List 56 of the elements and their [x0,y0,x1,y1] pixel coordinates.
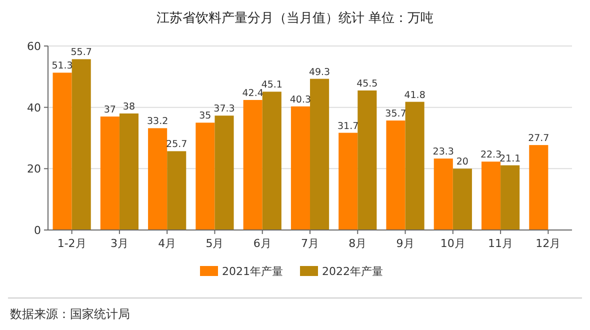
data-label: 20 [456,156,468,168]
y-tick-label: 0 [34,224,41,237]
bar [72,59,91,230]
x-tick-label: 6月 [253,237,272,250]
data-label: 51.3 [52,60,73,72]
y-tick-label: 60 [27,40,41,53]
chart-title: 江苏省饮料产量分月（当月值）统计 单位：万吨 [156,11,434,26]
data-label: 49.3 [308,66,330,78]
data-label: 37.3 [214,104,235,115]
x-tick-label: 3月 [110,237,128,250]
bar [148,128,168,230]
x-tick-label: 11月 [488,237,514,250]
data-label: 35 [199,110,212,122]
legend-label: 2022年产量 [322,265,383,278]
bar [338,132,358,230]
x-tick-label: 10月 [440,237,466,250]
x-tick-label: 1-2月 [57,237,86,250]
bar [119,113,139,230]
bar [196,122,215,230]
x-tick-label: 9月 [396,237,414,250]
data-label: 45.1 [261,80,282,91]
data-label: 23.3 [432,146,454,158]
legend-label: 2021年产量 [222,265,283,278]
bar [243,100,262,230]
data-label: 38 [122,101,136,112]
data-label: 45.5 [356,78,378,90]
bar [452,168,472,230]
bar [290,106,310,230]
source-note: 数据来源：国家统计局 [10,307,130,321]
data-label: 21.1 [499,153,521,164]
bar [358,90,377,230]
data-label: 27.7 [528,133,550,144]
bar [52,72,72,230]
x-tick-label: 4月 [158,237,176,250]
y-tick-label: 20 [27,162,41,176]
data-label: 37 [104,104,116,116]
data-label: 35.7 [385,108,406,120]
bar [529,145,548,230]
bar [386,120,406,230]
bar [434,158,453,230]
x-tick-label: 5月 [206,237,224,250]
data-label: 33.2 [146,116,168,128]
x-tick-label: 8月 [348,237,367,250]
bar [262,92,282,230]
bar [167,151,186,230]
x-tick-label: 12月 [536,237,561,250]
bar [481,162,501,230]
data-label: 41.8 [404,90,426,101]
bar [500,165,520,230]
bar [310,78,330,230]
x-tick-label: 7月 [301,237,319,250]
bar [405,102,424,230]
y-tick-label: 40 [27,101,41,114]
bar [214,116,234,230]
bar [100,116,120,230]
data-label: 55.7 [70,47,92,58]
